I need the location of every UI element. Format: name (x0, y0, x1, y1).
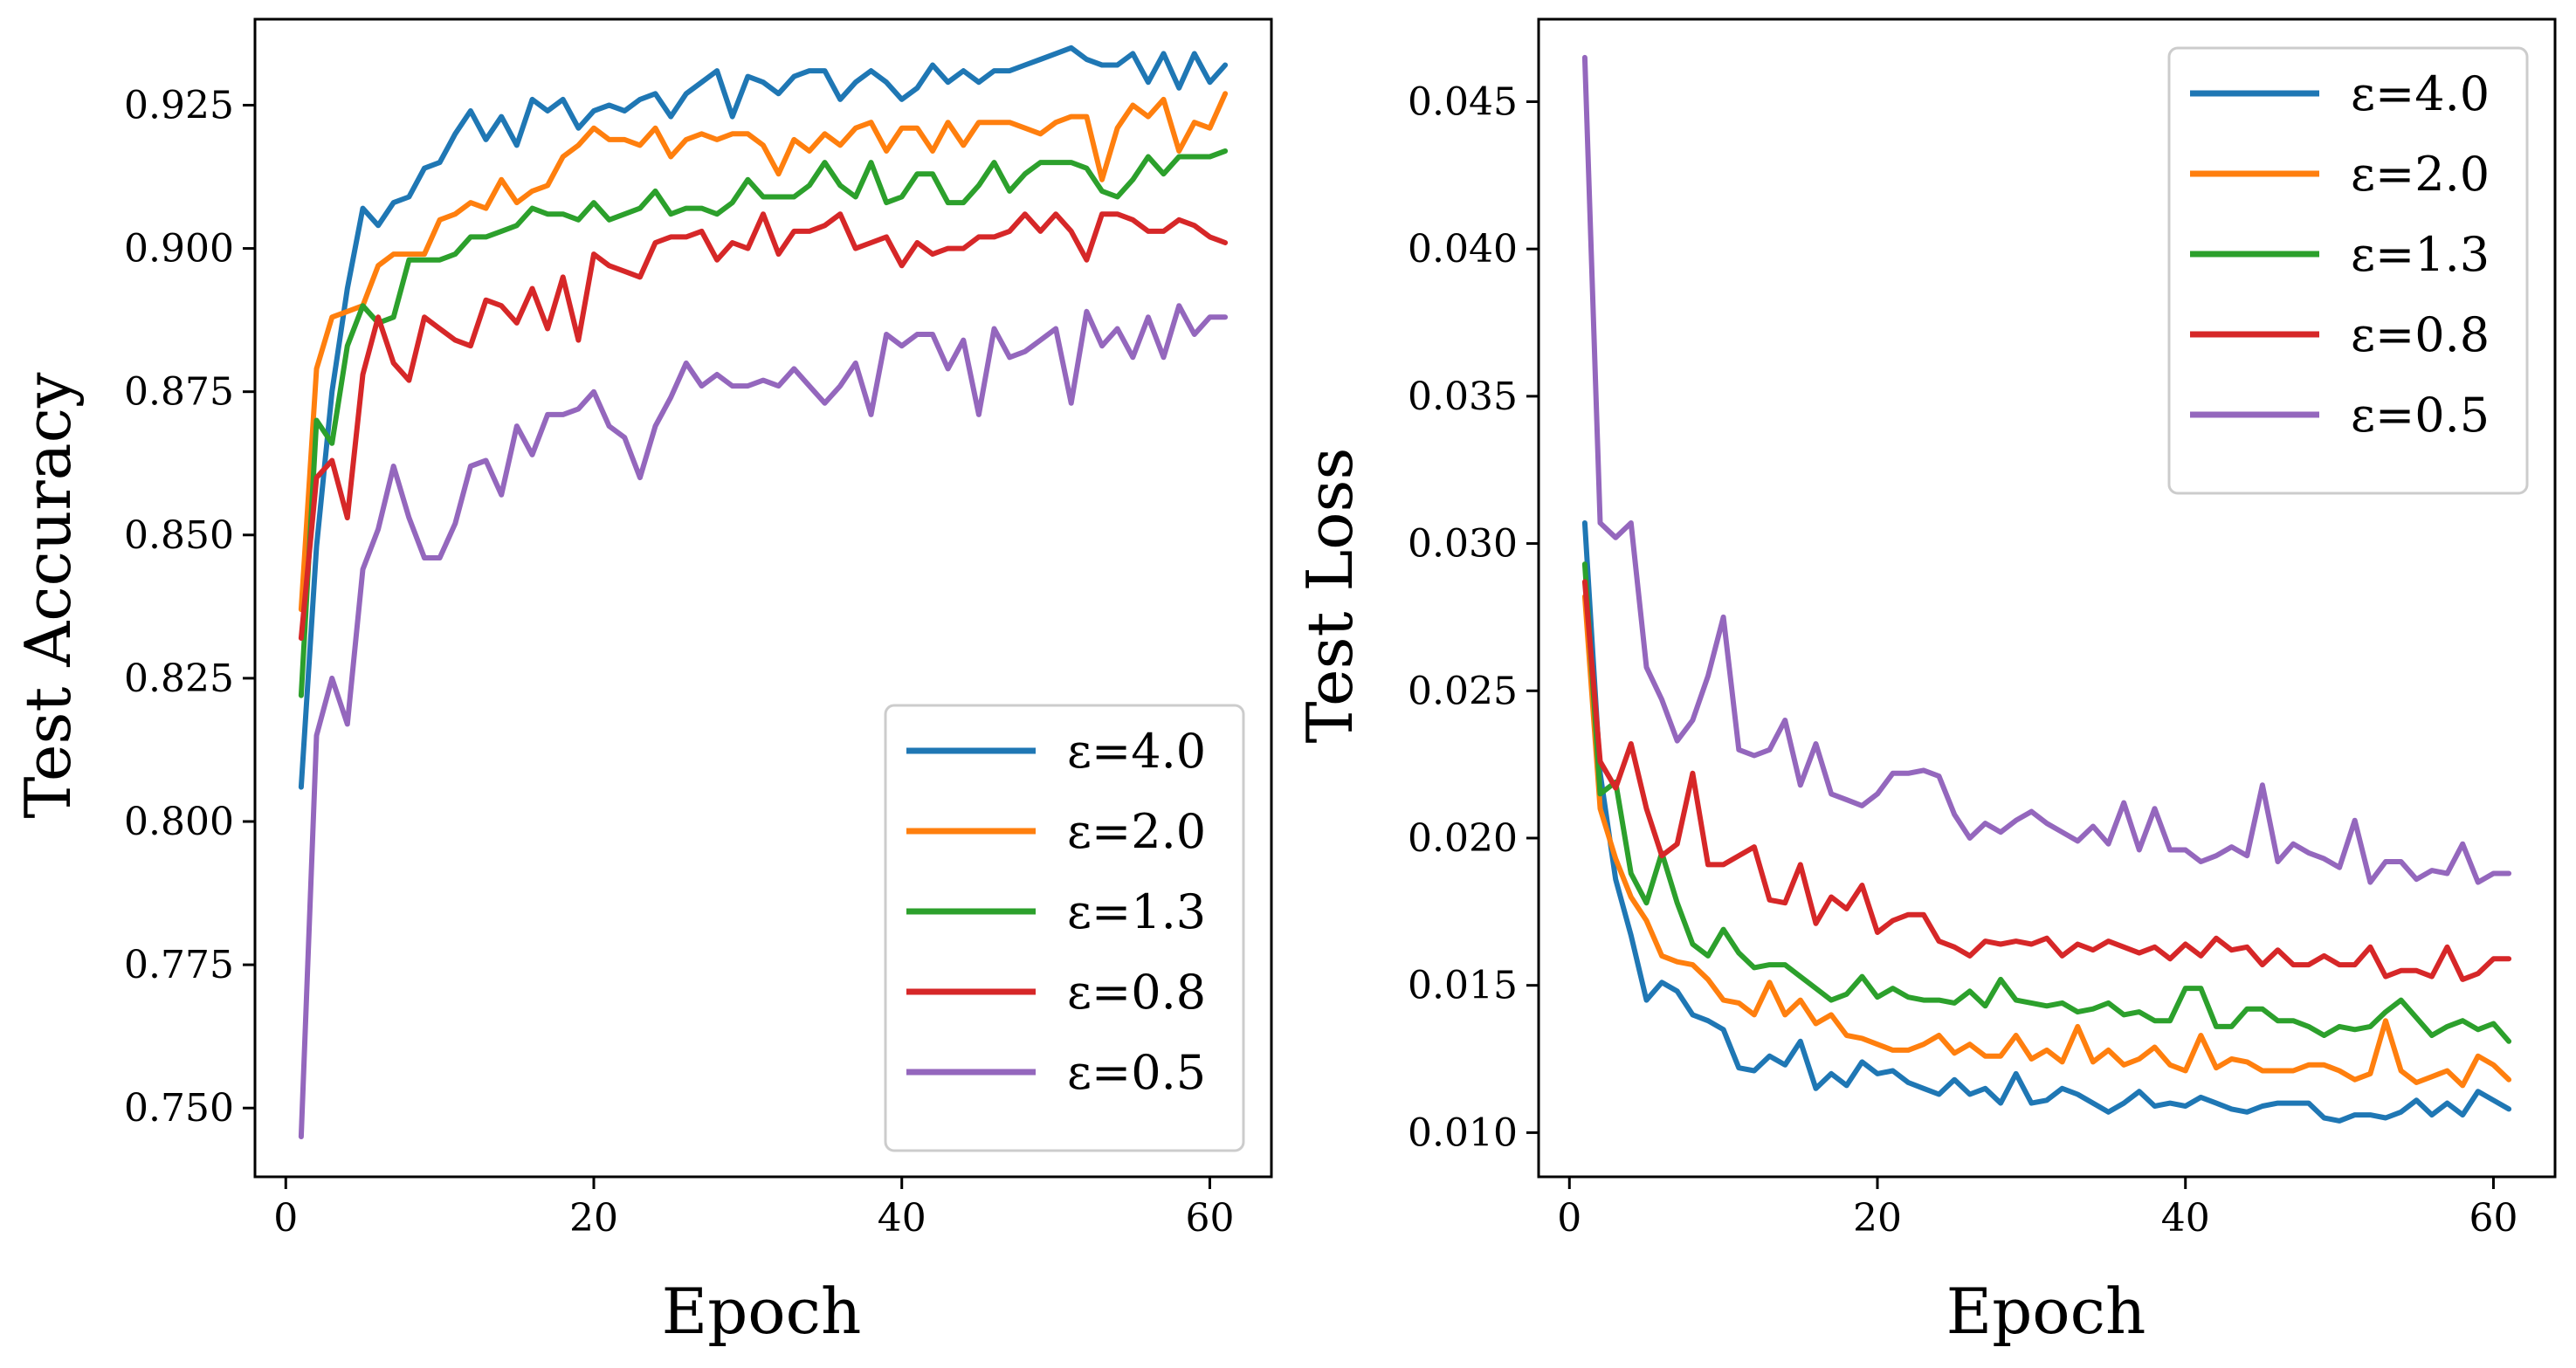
accuracy-series-line-2 (298, 148, 1229, 698)
accuracy-x-axis-label: Epoch (662, 1275, 862, 1348)
accuracy-legend-box (884, 704, 1245, 1152)
accuracy-series-line-3 (298, 211, 1229, 641)
accuracy-y-tick-label: 0.825 (124, 657, 234, 701)
accuracy-x-tick-label: 0 (273, 1196, 298, 1241)
accuracy-y-tick-label: 0.900 (124, 227, 234, 272)
loss-series-line-4 (1581, 54, 2512, 885)
loss-x-tick-label: 0 (1557, 1196, 1581, 1241)
accuracy-axes-frame (253, 17, 1273, 1179)
loss-legend-label-0: ε=4.0 (2351, 66, 2490, 121)
loss-series-line-0 (1581, 520, 2512, 1124)
accuracy-y-tick-label: 0.800 (124, 800, 234, 844)
accuracy-chart: Test Accuracy Epoch 0 20 40 60 0.750 0.775 0.8… (11, 17, 1273, 1348)
accuracy-y-tick-label: 0.925 (124, 83, 234, 127)
loss-legend-label-4: ε=0.5 (2351, 388, 2490, 443)
loss-legend-box (2167, 46, 2529, 495)
accuracy-x-tick-label: 60 (1185, 1196, 1234, 1241)
accuracy-x-tick-label: 20 (569, 1196, 618, 1241)
accuracy-series-line-4 (298, 303, 1229, 1139)
accuracy-legend-label-3: ε=0.8 (1067, 965, 1206, 1020)
loss-y-tick-label: 0.040 (1408, 227, 1518, 272)
loss-chart: Test Loss Epoch 0 20 40 60 0.010 0.015 0.020 0.… (1293, 17, 2557, 1348)
accuracy-y-tick-label: 0.850 (124, 513, 234, 558)
loss-x-tick-label: 60 (2469, 1196, 2517, 1241)
accuracy-legend-label-0: ε=4.0 (1067, 724, 1206, 779)
accuracy-y-tick-label: 0.875 (124, 370, 234, 415)
accuracy-legend-label-4: ε=0.5 (1067, 1045, 1206, 1100)
loss-x-tick-label: 20 (1853, 1196, 1902, 1241)
loss-y-tick-label: 0.025 (1408, 669, 1518, 713)
accuracy-legend-label-2: ε=1.3 (1067, 884, 1206, 939)
loss-y-tick-label: 0.030 (1408, 522, 1518, 567)
loss-x-axis-label: Epoch (1946, 1275, 2146, 1348)
loss-y-tick-label: 0.010 (1408, 1110, 1518, 1155)
loss-legend-label-2: ε=1.3 (2351, 227, 2490, 282)
accuracy-legend-label-1: ε=2.0 (1067, 804, 1206, 859)
loss-y-tick-label: 0.035 (1408, 375, 1518, 419)
accuracy-y-tick-label: 0.750 (124, 1086, 234, 1131)
accuracy-legend: ε=4.0 ε=2.0 ε=1.3 ε=0.8 ε=0.5 (884, 704, 1245, 1152)
loss-legend-label-1: ε=2.0 (2351, 147, 2490, 202)
accuracy-y-tick-label: 0.775 (124, 943, 234, 987)
loss-y-tick-label: 0.045 (1408, 79, 1518, 124)
accuracy-series-line-1 (298, 91, 1229, 613)
accuracy-x-tick-label: 40 (878, 1196, 926, 1241)
loss-y-axis-label: Test Loss (1293, 448, 1367, 744)
loss-x-tick-label: 40 (2161, 1196, 2210, 1241)
loss-y-tick-label: 0.020 (1408, 816, 1518, 861)
accuracy-y-axis-label: Test Accuracy (11, 372, 85, 818)
loss-series-line-2 (1581, 561, 2512, 1044)
loss-axes-frame (1537, 17, 2557, 1179)
loss-legend-label-3: ε=0.8 (2351, 307, 2490, 362)
accuracy-series-line-0 (298, 45, 1229, 790)
loss-legend: ε=4.0 ε=2.0 ε=1.3 ε=0.8 ε=0.5 (2167, 46, 2529, 495)
loss-series-line-1 (1581, 594, 2512, 1089)
loss-series-line-3 (1581, 579, 2512, 982)
loss-y-tick-label: 0.015 (1408, 964, 1518, 1008)
